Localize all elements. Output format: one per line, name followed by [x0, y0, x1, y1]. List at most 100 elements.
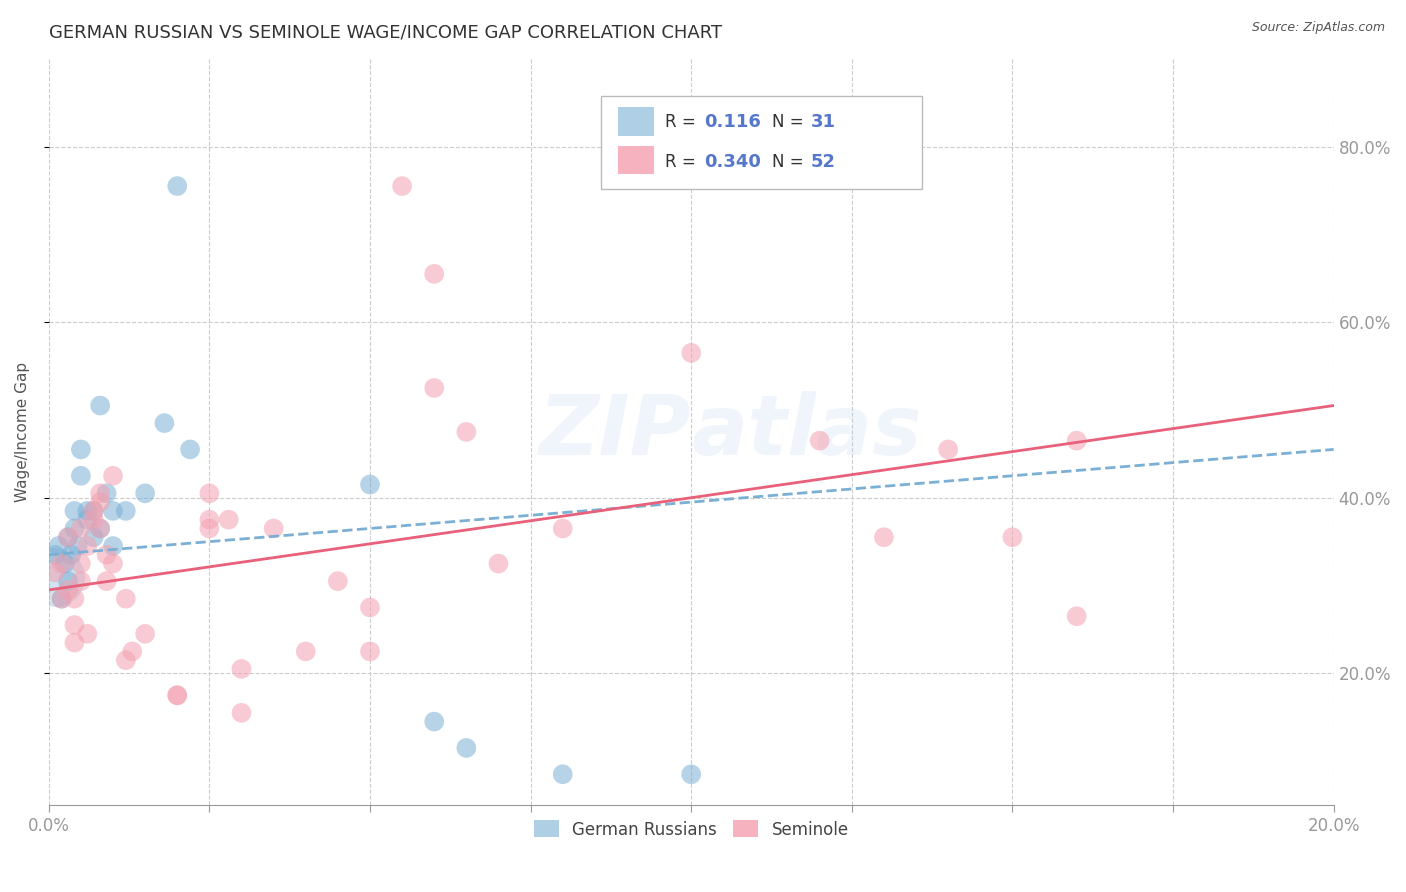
Point [63, 591, 86, 606]
Point [1066, 609, 1088, 624]
Point [76, 504, 98, 518]
Point [44, 566, 66, 580]
Point [263, 521, 285, 535]
Point [83, 530, 105, 544]
Point [115, 591, 138, 606]
Point [423, 714, 446, 729]
Text: 31: 31 [811, 113, 835, 131]
Point [89, 521, 111, 535]
Point [134, 627, 156, 641]
Point [359, 600, 381, 615]
Point [76, 627, 98, 641]
Text: 0.340: 0.340 [704, 153, 761, 170]
Point [166, 688, 188, 702]
Text: N =: N = [772, 153, 808, 170]
Text: atlas: atlas [692, 392, 922, 473]
Point [231, 662, 253, 676]
Point [70, 521, 93, 535]
Point [134, 486, 156, 500]
Point [936, 442, 959, 457]
Point [551, 521, 574, 535]
Point [51, 557, 73, 571]
Point [76, 539, 98, 553]
Point [294, 644, 316, 658]
Point [76, 513, 98, 527]
Point [166, 179, 188, 194]
Point [218, 513, 240, 527]
Point [873, 530, 896, 544]
Point [681, 767, 703, 781]
Point [63, 635, 86, 649]
Point [326, 574, 349, 588]
Text: 52: 52 [811, 153, 835, 170]
Point [101, 504, 124, 518]
Point [391, 179, 413, 194]
Point [63, 521, 86, 535]
FancyBboxPatch shape [619, 107, 654, 136]
Point [63, 504, 86, 518]
Point [359, 477, 381, 491]
Point [488, 557, 510, 571]
Point [423, 381, 446, 395]
Point [56, 582, 79, 597]
Point [198, 486, 221, 500]
Point [44, 548, 66, 562]
Point [681, 346, 703, 360]
Point [60, 548, 83, 562]
Point [51, 591, 73, 606]
Point [53, 557, 76, 571]
Point [115, 504, 138, 518]
Text: N =: N = [772, 113, 808, 131]
Point [96, 574, 118, 588]
Point [83, 504, 105, 518]
Point [56, 530, 79, 544]
Point [96, 548, 118, 562]
Point [70, 442, 93, 457]
Y-axis label: Wage/Income Gap: Wage/Income Gap [15, 362, 30, 502]
Text: R =: R = [665, 113, 702, 131]
Point [1066, 434, 1088, 448]
Point [423, 267, 446, 281]
Point [115, 653, 138, 667]
Point [70, 574, 93, 588]
Point [70, 557, 93, 571]
Point [89, 495, 111, 509]
Point [1001, 530, 1024, 544]
Point [70, 468, 93, 483]
Point [101, 468, 124, 483]
FancyBboxPatch shape [619, 146, 654, 175]
Text: R =: R = [665, 153, 702, 170]
Point [89, 521, 111, 535]
Point [121, 644, 143, 658]
Point [231, 706, 253, 720]
Point [51, 591, 73, 606]
Point [83, 513, 105, 527]
Point [89, 399, 111, 413]
Point [89, 486, 111, 500]
Point [456, 741, 478, 756]
Point [48, 539, 70, 553]
FancyBboxPatch shape [602, 96, 922, 189]
Point [56, 574, 79, 588]
Point [83, 504, 105, 518]
Point [56, 530, 79, 544]
Text: GERMAN RUSSIAN VS SEMINOLE WAGE/INCOME GAP CORRELATION CHART: GERMAN RUSSIAN VS SEMINOLE WAGE/INCOME G… [49, 24, 721, 42]
Text: 0.116: 0.116 [704, 113, 761, 131]
Point [101, 557, 124, 571]
Point [166, 688, 188, 702]
Point [101, 539, 124, 553]
Point [153, 416, 176, 430]
Point [96, 486, 118, 500]
Point [179, 442, 201, 457]
Point [198, 513, 221, 527]
Point [456, 425, 478, 439]
Legend: German Russians, Seminole: German Russians, Seminole [527, 814, 855, 846]
Point [808, 434, 831, 448]
Point [198, 521, 221, 535]
Point [63, 618, 86, 632]
Text: ZIP: ZIP [538, 392, 692, 473]
Point [359, 644, 381, 658]
Text: Source: ZipAtlas.com: Source: ZipAtlas.com [1251, 21, 1385, 34]
Point [44, 570, 66, 584]
Point [551, 767, 574, 781]
